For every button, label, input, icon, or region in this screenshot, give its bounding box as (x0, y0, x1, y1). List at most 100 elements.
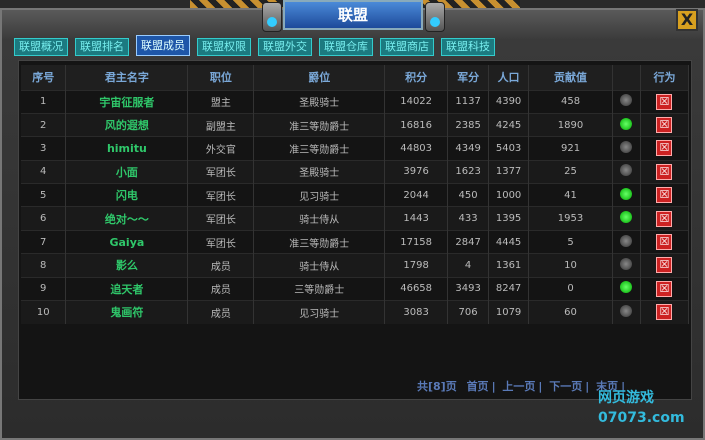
title-cell: 准三等勋爵士 (253, 229, 386, 254)
table-row: 9 追天者 成员 三等勋爵士 46658 3493 8247 0 ☒ (21, 276, 690, 301)
military-cell: 4 (447, 253, 490, 278)
action-cell: ☒ (640, 253, 690, 278)
kick-member-icon[interactable]: ☒ (656, 280, 673, 297)
title-cell: 见习骑士 (253, 300, 386, 324)
watermark-line2: 07073.com (598, 410, 685, 426)
kick-member-icon[interactable]: ☒ (656, 234, 673, 251)
kick-member-icon[interactable]: ☒ (656, 210, 673, 227)
pagination: 共[8]页 首页 | 上一页 | 下一页 | 末页 | (417, 380, 626, 393)
page-count: 共[8]页 (417, 380, 457, 393)
column-header: 行为 (640, 65, 690, 90)
column-header: 职位 (187, 65, 255, 90)
population-cell: 1000 (488, 183, 530, 207)
kick-member-icon[interactable]: ☒ (656, 93, 673, 110)
status-cell (612, 159, 641, 184)
tab-1[interactable]: 联盟排名 (75, 38, 129, 56)
status-cell (612, 300, 641, 324)
title-cell: 骑士侍从 (253, 253, 386, 278)
tab-6[interactable]: 联盟商店 (380, 38, 434, 56)
military-cell: 4349 (447, 136, 490, 161)
contribution-cell: 60 (528, 300, 613, 324)
title-cell: 三等勋爵士 (253, 276, 386, 301)
lord-name-cell: 宇宙征服者 (65, 89, 189, 114)
camera-ornament-icon (262, 2, 282, 32)
action-cell: ☒ (640, 300, 690, 324)
table-row: 2 风的遐想 副盟主 准三等勋爵士 16816 2385 4245 1890 ☒ (21, 112, 690, 137)
column-header: 人口 (488, 65, 530, 90)
position-cell: 成员 (187, 253, 255, 278)
next-page-link[interactable]: 下一页 (549, 380, 583, 393)
title-cell: 见习骑士 (253, 183, 386, 207)
population-cell: 4445 (488, 229, 530, 254)
action-cell: ☒ (640, 136, 690, 161)
online-status-icon (620, 117, 633, 130)
contribution-cell: 1953 (528, 206, 613, 231)
position-cell: 成员 (187, 300, 255, 324)
watermark-line1: 网页游戏 (598, 390, 654, 406)
lord-name-cell: 小面 (65, 159, 189, 184)
population-cell: 8247 (488, 276, 530, 301)
kick-member-icon[interactable]: ☒ (656, 140, 673, 157)
prev-page-link[interactable]: 上一页 (502, 380, 536, 393)
rank-cell: 8 (21, 253, 67, 278)
score-cell: 1798 (384, 253, 449, 278)
score-cell: 3976 (384, 159, 449, 184)
kick-member-icon[interactable]: ☒ (656, 163, 673, 180)
status-cell (612, 136, 641, 161)
action-cell: ☒ (640, 183, 690, 207)
title-cell: 圣殿骑士 (253, 159, 386, 184)
online-status-icon (620, 257, 633, 270)
rank-cell: 7 (21, 229, 67, 254)
status-cell (612, 183, 641, 207)
population-cell: 5403 (488, 136, 530, 161)
online-status-icon (620, 164, 633, 177)
tab-5[interactable]: 联盟仓库 (319, 38, 373, 56)
tab-0[interactable]: 联盟概况 (14, 38, 68, 56)
column-header: 爵位 (253, 65, 386, 90)
contribution-cell: 5 (528, 229, 613, 254)
lord-name-cell: 鬼画符 (65, 300, 189, 324)
table-row: 4 小面 军团长 圣殿骑士 3976 1623 1377 25 ☒ (21, 159, 690, 184)
online-status-icon (620, 234, 633, 247)
last-page-link[interactable]: 末页 (596, 380, 619, 393)
tab-3[interactable]: 联盟权限 (197, 38, 251, 56)
table-row: 6 绝对～～ 军团长 骑士侍从 1443 433 1395 1953 ☒ (21, 206, 690, 231)
position-cell: 副盟主 (187, 112, 255, 137)
tab-4[interactable]: 联盟外交 (258, 38, 312, 56)
online-status-icon (620, 304, 633, 317)
contribution-cell: 458 (528, 89, 613, 114)
score-cell: 16816 (384, 112, 449, 137)
kick-member-icon[interactable]: ☒ (656, 304, 673, 321)
table-row: 7 Gaiya 军团长 准三等勋爵士 17158 2847 4445 5 ☒ (21, 229, 690, 254)
members-table: 序号 君主名字 职位 爵位 积分 军分 人口 贡献值 行为 1 宇宙征服者 盟主 圣殿骑士 14022 11… (21, 65, 690, 324)
table-row: 3 himitu 外交官 准三等勋爵士 44803 4349 5403 921 ☒ (21, 136, 690, 161)
table-row: 10 鬼画符 成员 见习骑士 3083 706 1079 60 ☒ (21, 300, 690, 324)
military-cell: 2847 (447, 229, 490, 254)
military-cell: 450 (447, 183, 490, 207)
position-cell: 盟主 (187, 89, 255, 114)
military-cell: 1137 (447, 89, 490, 114)
population-cell: 1361 (488, 253, 530, 278)
kick-member-icon[interactable]: ☒ (656, 187, 673, 204)
population-cell: 4245 (488, 112, 530, 137)
column-header: 贡献值 (528, 65, 613, 90)
action-cell: ☒ (640, 89, 690, 114)
close-button[interactable]: X (676, 9, 698, 31)
tab-2[interactable]: 联盟成员 (136, 35, 190, 56)
lord-name-cell: Gaiya (65, 229, 189, 254)
military-cell: 706 (447, 300, 490, 324)
status-cell (612, 89, 641, 114)
contribution-cell: 921 (528, 136, 613, 161)
first-page-link[interactable]: 首页 (466, 380, 489, 393)
position-cell: 外交官 (187, 136, 255, 161)
military-cell: 3493 (447, 276, 490, 301)
table-row: 1 宇宙征服者 盟主 圣殿骑士 14022 1137 4390 458 ☒ (21, 89, 690, 114)
column-header: 军分 (447, 65, 490, 90)
status-cell (612, 276, 641, 301)
tab-7[interactable]: 联盟科技 (441, 38, 495, 56)
column-header: 积分 (384, 65, 449, 90)
kick-member-icon[interactable]: ☒ (656, 257, 673, 274)
score-cell: 1443 (384, 206, 449, 231)
kick-member-icon[interactable]: ☒ (656, 117, 673, 134)
action-cell: ☒ (640, 112, 690, 137)
